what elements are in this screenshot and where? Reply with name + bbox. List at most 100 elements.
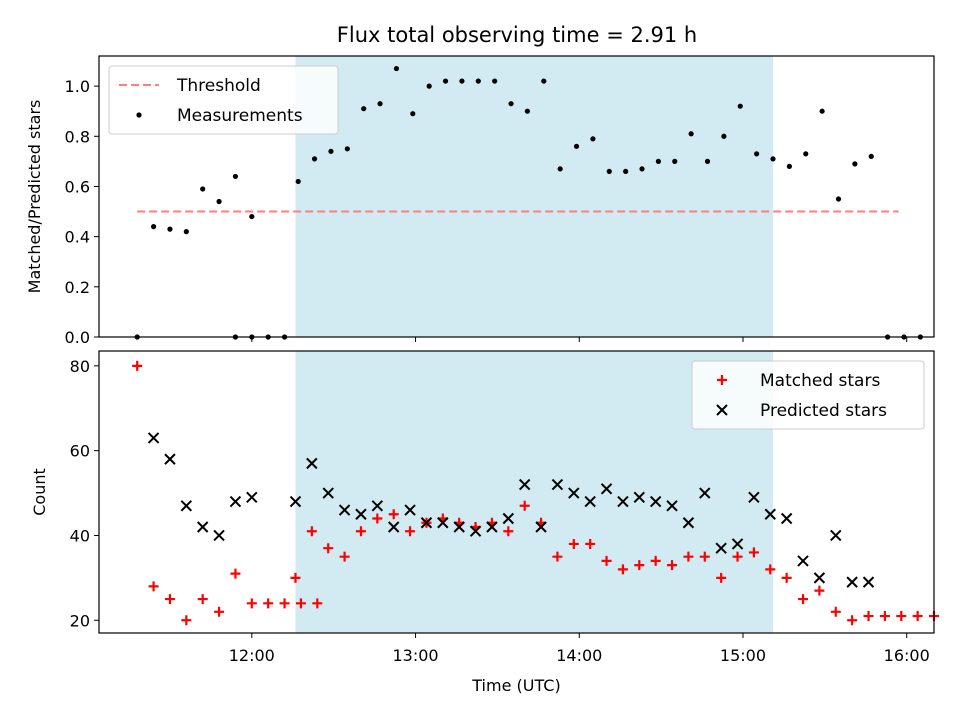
predicted-stars-point-38 bbox=[797, 555, 809, 567]
matched-stars-point-29 bbox=[568, 538, 579, 549]
ratio-panel-frame bbox=[98, 55, 935, 338]
matched-stars-point-30 bbox=[585, 538, 596, 549]
legend-box bbox=[691, 360, 925, 430]
legend-swatch-predicted-stars bbox=[716, 404, 728, 416]
measurements-point-17 bbox=[377, 101, 383, 107]
count-panel: 20 40 60 80 12:00 13:00 14:00 15:00 16:00 Count Ti… bbox=[30, 350, 939, 695]
measurements-point-6 bbox=[232, 173, 239, 180]
matched-stars-point-10 bbox=[295, 598, 306, 609]
matched-stars-point-12 bbox=[290, 572, 301, 583]
measurements-point-20 bbox=[426, 83, 432, 89]
measurements-point-30 bbox=[590, 136, 596, 142]
predicted-stars-point-18 bbox=[469, 525, 482, 537]
measurements-point-1 bbox=[150, 224, 157, 230]
predicted-stars-point-24 bbox=[568, 487, 580, 499]
x-tick-label: 12:00 bbox=[229, 646, 275, 665]
ratio-panel-marks bbox=[134, 65, 923, 340]
measurements-point-4 bbox=[200, 186, 206, 192]
predicted-stars-point-5 bbox=[229, 495, 242, 508]
chart-title: Flux total observing time = 2.91 h bbox=[337, 23, 697, 47]
matched-stars-point-7 bbox=[246, 598, 257, 609]
predicted-stars-point-32 bbox=[699, 487, 711, 499]
y-tick-label: 40 bbox=[70, 526, 90, 545]
measurements-point-45 bbox=[835, 196, 842, 202]
measurements-point-3 bbox=[183, 229, 189, 235]
measurements-point-28 bbox=[557, 166, 563, 172]
measurements-point-34 bbox=[655, 158, 661, 164]
predicted-stars-point-37 bbox=[780, 512, 793, 525]
predicted-stars-point-16 bbox=[437, 517, 449, 529]
matched-stars-point-48 bbox=[879, 611, 890, 622]
matched-stars-series bbox=[132, 360, 939, 626]
predicted-stars-point-41 bbox=[846, 576, 858, 588]
ratio-panel-axes: 0.0 0.2 0.4 0.6 0.8 1.0 Matched/Predicted star… bbox=[25, 77, 908, 347]
ratio-panel-legend: Threshold Measurements bbox=[108, 65, 339, 135]
measurements-point-41 bbox=[770, 156, 776, 162]
predicted-stars-point-31 bbox=[682, 517, 695, 529]
matched-stars-point-26 bbox=[519, 500, 530, 511]
matched-stars-point-14 bbox=[323, 543, 334, 554]
legend-box bbox=[108, 65, 339, 135]
matched-stars-point-34 bbox=[650, 555, 661, 566]
predicted-stars-point-25 bbox=[584, 495, 596, 508]
predicted-stars-point-7 bbox=[289, 495, 302, 508]
predicted-stars-point-29 bbox=[649, 495, 662, 508]
predicted-stars-point-26 bbox=[600, 483, 613, 495]
y-tick-label: 80 bbox=[70, 357, 90, 376]
measurements-point-13 bbox=[311, 156, 318, 162]
matched-stars-point-5 bbox=[214, 606, 225, 617]
matched-stars-point-39 bbox=[732, 551, 743, 562]
matched-stars-point-6 bbox=[230, 568, 241, 579]
matched-stars-point-17 bbox=[372, 513, 383, 524]
matched-stars-point-50 bbox=[912, 611, 923, 622]
predicted-stars-point-9 bbox=[322, 487, 334, 499]
y-tick-label: 0.8 bbox=[65, 127, 90, 146]
measurements-point-18 bbox=[393, 65, 400, 72]
predicted-stars-point-0 bbox=[147, 432, 160, 444]
predicted-stars-point-11 bbox=[355, 508, 367, 520]
y-tick-label: 0.0 bbox=[65, 328, 90, 347]
legend-swatch-matched-stars bbox=[717, 375, 727, 385]
matched-stars-point-35 bbox=[667, 560, 678, 571]
predicted-stars-point-17 bbox=[453, 521, 465, 533]
predicted-stars-point-14 bbox=[404, 504, 416, 516]
matched-stars-point-11 bbox=[312, 598, 323, 609]
predicted-stars-point-22 bbox=[535, 521, 547, 533]
measurements-point-46 bbox=[852, 161, 858, 167]
matched-stars-point-47 bbox=[863, 611, 874, 622]
matched-stars-point-33 bbox=[634, 560, 645, 571]
measurements-point-2 bbox=[167, 226, 173, 232]
predicted-stars-point-39 bbox=[813, 572, 826, 584]
predicted-stars-point-42 bbox=[862, 576, 875, 588]
x-tick-label: 16:00 bbox=[884, 646, 930, 665]
measurements-point-15 bbox=[344, 146, 350, 152]
matched-stars-point-45 bbox=[830, 606, 841, 617]
predicted-stars-point-10 bbox=[338, 504, 351, 516]
measurements-series bbox=[134, 65, 923, 340]
predicted-stars-point-8 bbox=[306, 457, 318, 470]
predicted-stars-point-35 bbox=[748, 491, 760, 504]
measurements-point-47 bbox=[868, 153, 874, 159]
measurements-point-36 bbox=[688, 131, 694, 137]
measurements-point-21 bbox=[442, 78, 449, 84]
predicted-stars-series bbox=[147, 432, 875, 588]
matched-stars-point-42 bbox=[781, 572, 792, 583]
predicted-stars-point-36 bbox=[764, 508, 776, 520]
predicted-stars-point-15 bbox=[420, 517, 433, 529]
matched-stars-point-3 bbox=[181, 615, 192, 626]
matched-stars-point-25 bbox=[503, 526, 514, 537]
y-tick-label: 1.0 bbox=[65, 77, 90, 96]
matched-stars-point-46 bbox=[847, 615, 858, 626]
matched-stars-point-38 bbox=[716, 572, 727, 583]
measurements-point-24 bbox=[492, 78, 498, 84]
matched-stars-point-8 bbox=[263, 598, 274, 609]
predicted-stars-point-34 bbox=[731, 538, 744, 550]
y-axis-label: Matched/Predicted stars bbox=[25, 100, 44, 294]
measurements-point-12 bbox=[295, 178, 301, 185]
legend-label-measurements: Measurements bbox=[177, 106, 303, 126]
measurements-point-26 bbox=[524, 108, 531, 114]
measurements-point-42 bbox=[786, 163, 792, 169]
matched-stars-point-13 bbox=[306, 526, 317, 537]
matched-stars-point-49 bbox=[896, 611, 907, 622]
